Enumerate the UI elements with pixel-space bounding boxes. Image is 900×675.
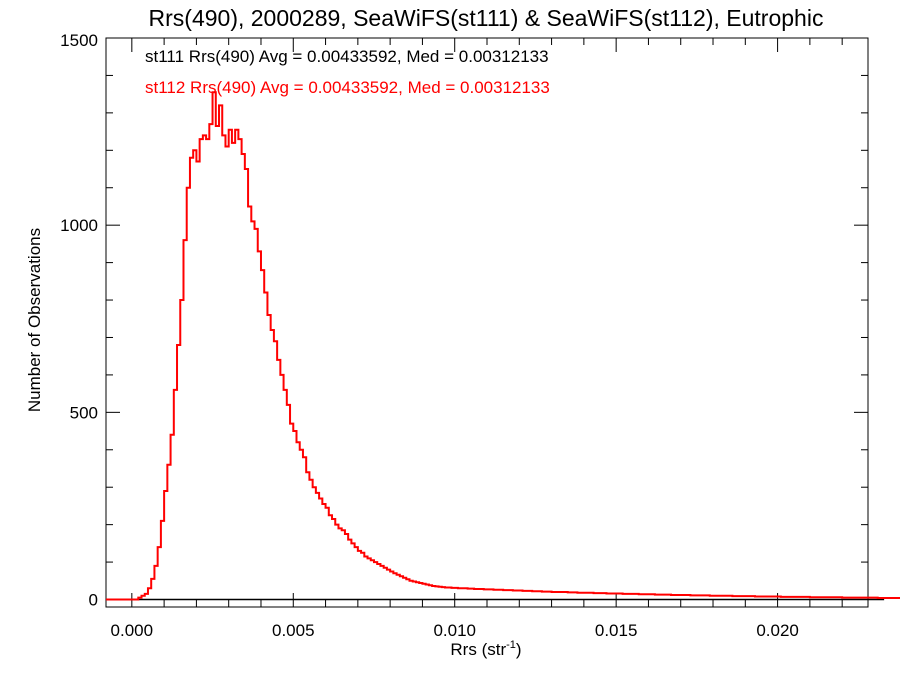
x-axis-label-sup: -1: [506, 639, 516, 651]
x-axis-label: Rrs (str-1): [450, 639, 521, 659]
x-tick-label: 0.005: [272, 621, 315, 640]
y-tick-label: 0: [89, 591, 98, 610]
x-tick-label: 0.000: [111, 621, 154, 640]
y-tick-label: 500: [70, 403, 98, 422]
x-tick-label: 0.020: [756, 621, 799, 640]
plot-frame: [105, 37, 869, 608]
y-tick-label: 1500: [60, 31, 98, 50]
x-tick-label: 0.010: [433, 621, 476, 640]
chart-title: Rrs(490), 2000289, SeaWiFS(st111) & SeaW…: [149, 5, 824, 31]
x-axis-label-main: Rrs (str: [450, 640, 506, 659]
x-axis-label-tail: ): [516, 640, 522, 659]
legend-entry-st112: st112 Rrs(490) Avg = 0.00433592, Med = 0…: [145, 78, 550, 97]
y-tick-label: 1000: [60, 216, 98, 235]
legend-entry-st111: st111 Rrs(490) Avg = 0.00433592, Med = 0…: [145, 47, 549, 66]
y-axis-label: Number of Observations: [25, 228, 44, 412]
x-tick-label: 0.015: [595, 621, 638, 640]
series-1-histogram: [106, 91, 900, 601]
